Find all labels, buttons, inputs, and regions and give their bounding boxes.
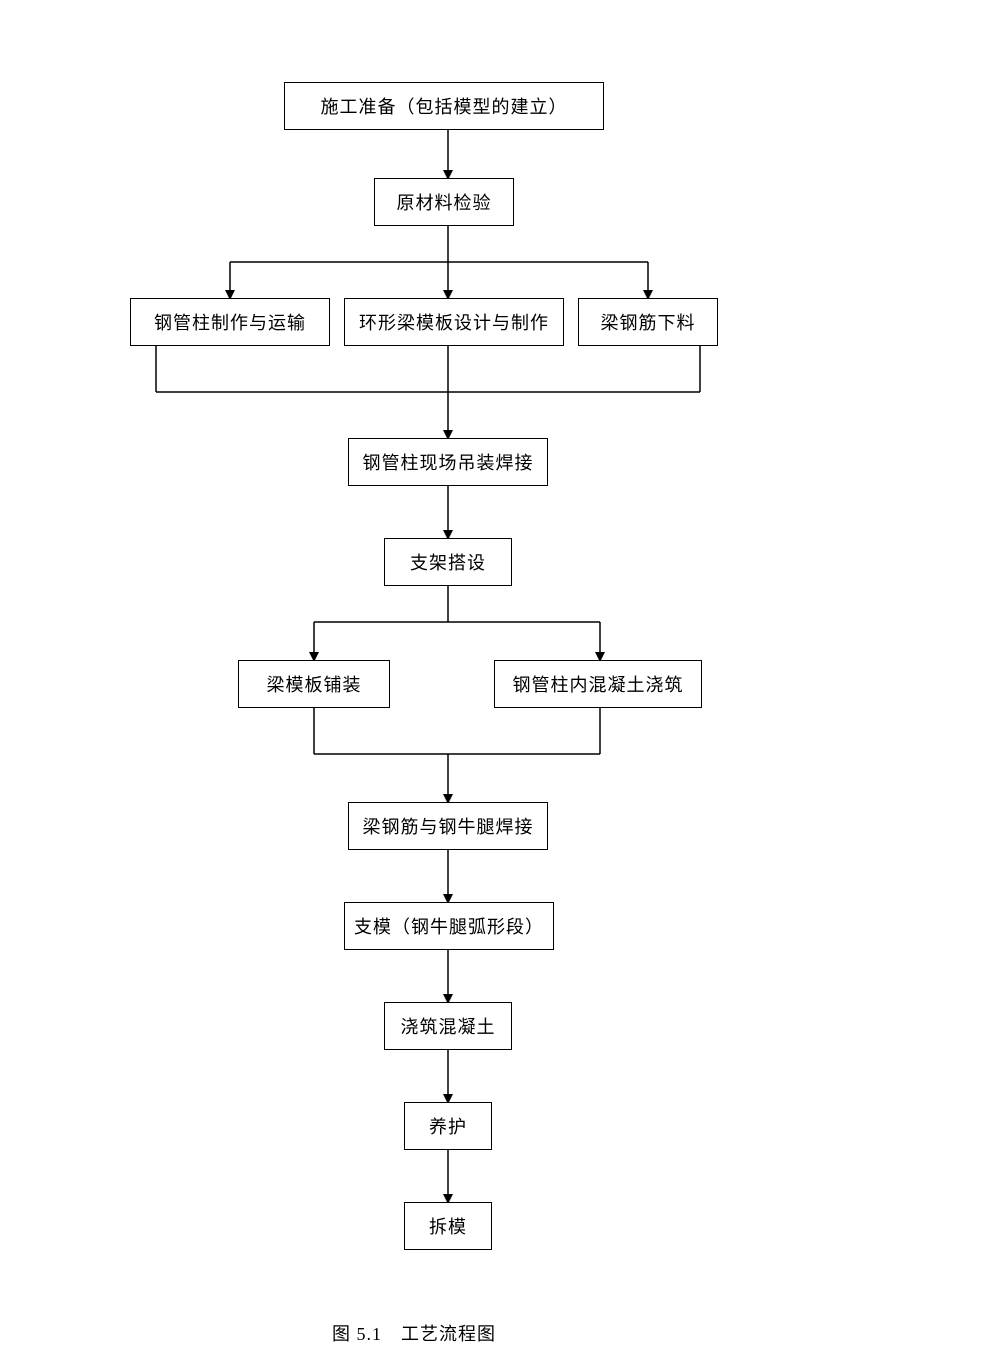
node-label: 浇筑混凝土 bbox=[401, 1013, 496, 1039]
node-label: 施工准备（包括模型的建立） bbox=[321, 93, 568, 119]
node-pipe-concrete: 钢管柱内混凝土浇筑 bbox=[494, 660, 702, 708]
node-label: 拆模 bbox=[429, 1213, 467, 1239]
node-label: 养护 bbox=[429, 1113, 467, 1139]
node-label: 钢管柱制作与运输 bbox=[154, 309, 306, 335]
node-prep: 施工准备（包括模型的建立） bbox=[284, 82, 604, 130]
node-rebar-cut: 梁钢筋下料 bbox=[578, 298, 718, 346]
node-label: 梁模板铺装 bbox=[267, 671, 362, 697]
node-label: 钢管柱现场吊装焊接 bbox=[363, 449, 534, 475]
node-strip: 拆模 bbox=[404, 1202, 492, 1250]
caption-text: 图 5.1 工艺流程图 bbox=[332, 1324, 496, 1344]
node-label: 环形梁模板设计与制作 bbox=[359, 309, 549, 335]
node-label: 原材料检验 bbox=[397, 189, 492, 215]
node-pipe-make: 钢管柱制作与运输 bbox=[130, 298, 330, 346]
node-hoist-weld: 钢管柱现场吊装焊接 bbox=[348, 438, 548, 486]
node-label: 支架搭设 bbox=[410, 549, 486, 575]
node-rebar-weld: 梁钢筋与钢牛腿焊接 bbox=[348, 802, 548, 850]
node-beam-form: 梁模板铺装 bbox=[238, 660, 390, 708]
figure-caption: 图 5.1 工艺流程图 bbox=[332, 1320, 496, 1346]
node-material: 原材料检验 bbox=[374, 178, 514, 226]
node-label: 梁钢筋下料 bbox=[601, 309, 696, 335]
node-scaffold: 支架搭设 bbox=[384, 538, 512, 586]
node-label: 钢管柱内混凝土浇筑 bbox=[513, 671, 684, 697]
node-cure: 养护 bbox=[404, 1102, 492, 1150]
node-label: 支模（钢牛腿弧形段） bbox=[354, 913, 544, 939]
node-formwork: 环形梁模板设计与制作 bbox=[344, 298, 564, 346]
node-pour: 浇筑混凝土 bbox=[384, 1002, 512, 1050]
node-arc-form: 支模（钢牛腿弧形段） bbox=[344, 902, 554, 950]
node-label: 梁钢筋与钢牛腿焊接 bbox=[363, 813, 534, 839]
